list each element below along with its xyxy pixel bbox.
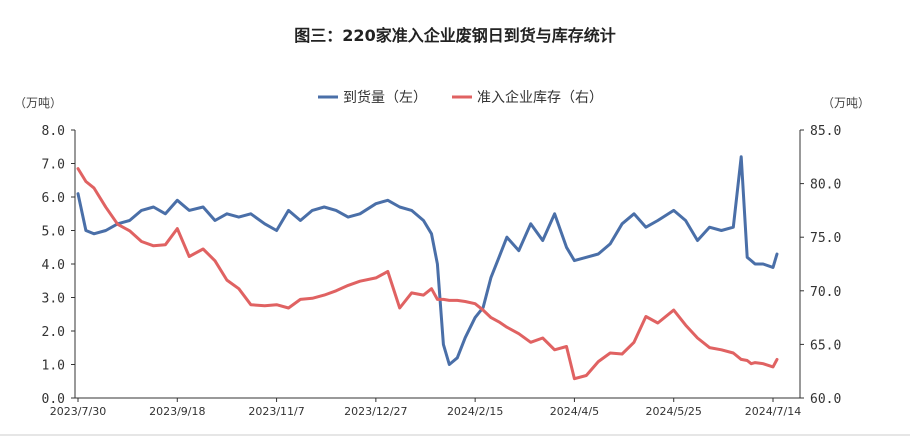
x-tick-label: 2023/7/30 bbox=[50, 405, 106, 418]
left-axis-ticks: 0.0 1.0 2.0 3.0 4.0 5.0 6.0 7.0 8.0 bbox=[42, 124, 75, 407]
legend-label-arrivals: 到货量（左） bbox=[343, 89, 427, 106]
series-line-arrivals bbox=[76, 155, 779, 366]
right-tick-label: 80.0 bbox=[810, 178, 841, 193]
x-tick-label: 2024/4/5 bbox=[550, 405, 599, 418]
x-tick-label: 2023/12/27 bbox=[344, 405, 407, 418]
bottom-divider bbox=[0, 434, 910, 436]
x-tick-label: 2023/9/18 bbox=[149, 405, 205, 418]
chart-title: 图三：220家准入企业废钢日到货与库存统计 bbox=[294, 26, 616, 45]
right-tick-label: 70.0 bbox=[810, 285, 841, 300]
right-tick-label: 60.0 bbox=[810, 392, 841, 407]
series-line-inventory bbox=[76, 167, 779, 381]
x-tick-label: 2024/5/25 bbox=[646, 405, 702, 418]
left-tick-label: 4.0 bbox=[42, 258, 65, 273]
x-tick-label: 2024/2/15 bbox=[447, 405, 503, 418]
left-tick-label: 2.0 bbox=[42, 325, 65, 340]
left-tick-label: 8.0 bbox=[42, 124, 65, 139]
x-axis-ticks: 2023/7/30 2023/9/18 2023/11/7 2023/12/27 202… bbox=[50, 398, 801, 418]
left-tick-label: 1.0 bbox=[42, 359, 65, 374]
left-tick-label: 5.0 bbox=[42, 225, 65, 240]
left-tick-label: 6.0 bbox=[42, 191, 65, 206]
series-layer bbox=[76, 155, 779, 381]
left-axis-unit: （万吨） bbox=[14, 96, 62, 110]
right-axis-unit: （万吨） bbox=[822, 96, 870, 110]
right-tick-label: 65.0 bbox=[810, 338, 841, 353]
legend: 到货量（左） 准入企业库存（右） bbox=[318, 89, 603, 106]
x-tick-label: 2023/11/7 bbox=[248, 405, 304, 418]
left-tick-label: 3.0 bbox=[42, 292, 65, 307]
left-tick-label: 7.0 bbox=[42, 158, 65, 173]
right-tick-label: 85.0 bbox=[810, 124, 841, 139]
x-tick-label: 2024/7/14 bbox=[745, 405, 801, 418]
left-tick-label: 0.0 bbox=[42, 392, 65, 407]
right-axis-ticks: 60.0 65.0 70.0 75.0 80.0 85.0 bbox=[800, 124, 841, 407]
legend-label-inventory: 准入企业库存（右） bbox=[477, 89, 603, 106]
right-tick-label: 75.0 bbox=[810, 231, 841, 246]
